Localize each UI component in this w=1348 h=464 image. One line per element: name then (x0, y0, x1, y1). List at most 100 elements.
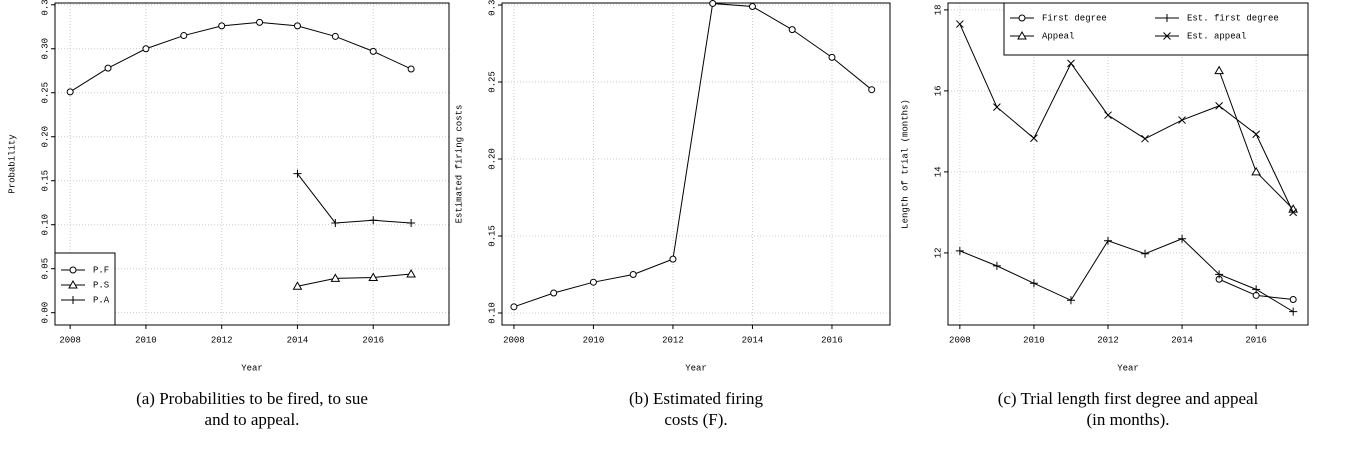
x-tick-label: 2014 (287, 335, 309, 345)
marker (589, 278, 597, 286)
y-tick-label: 0.10 (487, 302, 497, 324)
y-tick-label: 0.00 (40, 302, 50, 324)
marker (406, 268, 416, 278)
marker (1018, 14, 1026, 22)
plot-frame (54, 2, 450, 326)
marker (1163, 32, 1171, 40)
x-tick-label: 2010 (135, 335, 157, 345)
marker (1178, 234, 1187, 243)
marker (1141, 249, 1150, 258)
marker (1104, 111, 1112, 120)
marker (1215, 102, 1223, 110)
marker (292, 281, 303, 290)
marker (992, 261, 1001, 270)
marker (293, 22, 301, 30)
marker (1017, 30, 1027, 40)
marker (369, 47, 377, 55)
marker (1289, 295, 1297, 303)
legend-label: P.F (93, 265, 109, 275)
legend-label: Est. first degree (1187, 13, 1279, 23)
series-line (297, 273, 412, 287)
legend-label: Appeal (1042, 31, 1074, 41)
series-line (959, 238, 1294, 313)
marker (1252, 285, 1261, 294)
x-tick-label: 2016 (821, 335, 843, 345)
marker (788, 26, 796, 34)
marker (218, 22, 226, 30)
marker (368, 272, 379, 281)
y-tick-label: 0.35 (40, 0, 50, 16)
y-tick-label: 12 (933, 247, 943, 258)
y-axis-label: Probability (7, 134, 17, 194)
marker (709, 0, 717, 7)
y-tick-label: 0.25 (487, 71, 497, 93)
x-tick-label: 2014 (742, 335, 764, 345)
y-tick-label: 0.15 (40, 170, 50, 192)
x-axis-label: Year (1117, 363, 1139, 373)
marker (142, 45, 150, 53)
series-line (297, 173, 412, 224)
marker (104, 64, 112, 72)
marker (1251, 166, 1262, 176)
marker (669, 255, 677, 263)
marker (828, 53, 836, 61)
y-tick-label: 0.20 (40, 126, 50, 148)
y-axis-label: Estimated firing costs (454, 105, 464, 224)
marker (1252, 130, 1261, 139)
legend-label: First degree (1042, 13, 1107, 23)
x-tick-label: 2016 (362, 335, 384, 345)
marker (1289, 208, 1298, 217)
x-tick-label: 2008 (59, 335, 81, 345)
marker (993, 103, 1001, 111)
y-tick-label: 14 (933, 166, 943, 177)
x-tick-label: 2014 (1171, 335, 1193, 345)
y-tick-label: 0.20 (487, 148, 497, 170)
marker (955, 20, 964, 28)
marker (1104, 236, 1112, 245)
plot-frame (501, 2, 891, 326)
y-tick-label: 0.25 (40, 82, 50, 104)
series-line (69, 21, 412, 93)
legend-box (54, 252, 116, 326)
marker (550, 289, 558, 297)
y-tick-label: 0.05 (40, 258, 50, 280)
marker (68, 279, 78, 289)
marker (66, 88, 74, 96)
marker (293, 169, 302, 178)
marker (1066, 296, 1075, 305)
x-tick-label: 2012 (1097, 335, 1119, 345)
marker (510, 303, 518, 311)
marker (1030, 134, 1038, 143)
marker (955, 246, 964, 255)
legend-label: P.A (93, 295, 110, 305)
marker (868, 86, 876, 94)
x-tick-label: 2016 (1245, 335, 1267, 345)
y-tick-label: 18 (933, 4, 943, 15)
marker (1289, 307, 1298, 316)
caption: (a) Probabilities to be fired, to sue and… (136, 389, 368, 429)
series-line (959, 23, 1294, 213)
x-tick-label: 2008 (949, 335, 971, 345)
x-tick-label: 2012 (211, 335, 233, 345)
marker (369, 216, 378, 225)
marker (69, 296, 77, 304)
marker (1215, 270, 1224, 279)
x-tick-label: 2008 (503, 335, 525, 345)
x-axis-label: Year (241, 363, 263, 373)
marker (629, 270, 637, 278)
caption: (b) Estimated firing costs (F). (629, 389, 764, 429)
marker (1029, 279, 1038, 288)
x-tick-label: 2012 (662, 335, 684, 345)
marker (1163, 14, 1171, 22)
marker (1214, 65, 1224, 75)
marker (748, 3, 756, 11)
x-tick-label: 2010 (583, 335, 605, 345)
y-tick-label: 0.30 (40, 38, 50, 60)
y-tick-label: 0.10 (40, 214, 50, 236)
series-line (513, 2, 873, 308)
marker (407, 218, 416, 227)
x-axis-label: Year (685, 363, 707, 373)
marker (180, 32, 188, 40)
